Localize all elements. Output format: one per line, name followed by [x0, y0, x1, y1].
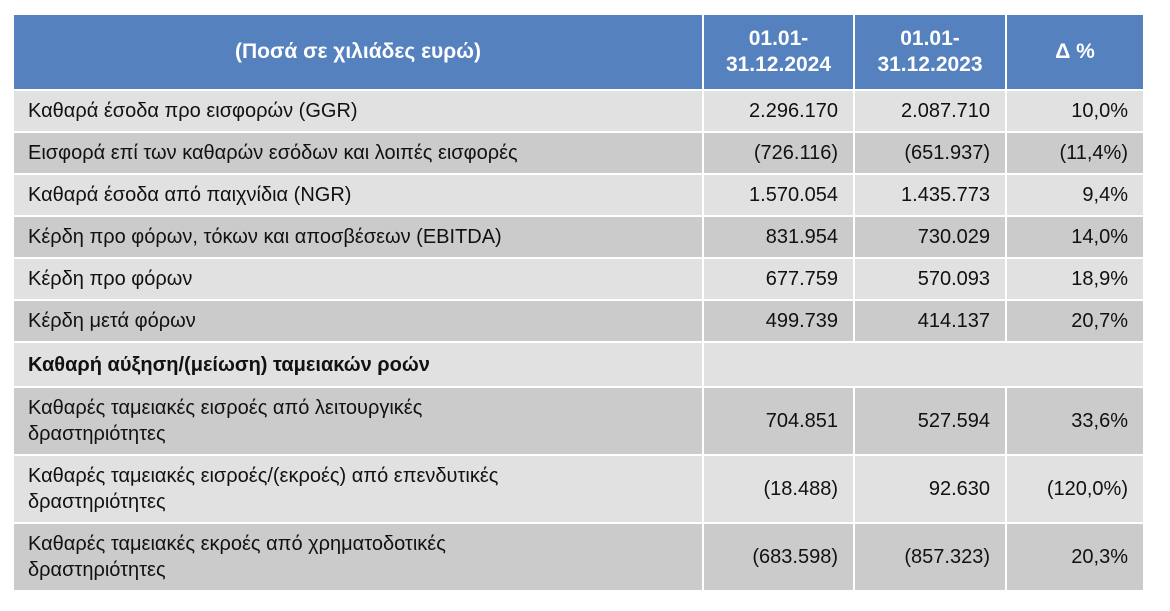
value-2023: (857.323)	[855, 524, 1005, 590]
row-label-line-2: δραστηριότητες	[28, 559, 166, 581]
value-2024: 1.570.054	[704, 175, 853, 215]
header-period-2024: 01.01- 31.12.2024	[704, 15, 853, 89]
table-row-profit-before-tax: Κέρδη προ φόρων 677.759 570.093 18,9%	[14, 259, 1143, 299]
value-2023: 730.029	[855, 217, 1005, 257]
value-2023: 2.087.710	[855, 91, 1005, 131]
value-delta: 20,3%	[1007, 524, 1143, 590]
table-row-financing-cash: Καθαρές ταμειακές εκροές από χρηματοδοτι…	[14, 524, 1143, 590]
value-delta: 9,4%	[1007, 175, 1143, 215]
value-delta: 20,7%	[1007, 301, 1143, 341]
table-row-profit-after-tax: Κέρδη μετά φόρων 499.739 414.137 20,7%	[14, 301, 1143, 341]
header-period-2023: 01.01- 31.12.2023	[855, 15, 1005, 89]
row-label-line-1: Καθαρές ταμειακές εισροές/(εκροές) από ε…	[28, 465, 499, 487]
value-2024: 499.739	[704, 301, 853, 341]
row-label: Καθαρές ταμειακές εκροές από χρηματοδοτι…	[14, 524, 702, 590]
value-2024: (683.598)	[704, 524, 853, 590]
value-delta: 18,9%	[1007, 259, 1143, 299]
financial-summary-table: (Ποσά σε χιλιάδες ευρώ) 01.01- 31.12.202…	[12, 13, 1145, 592]
row-label-line-1: Καθαρές ταμειακές εισροές από λειτουργικ…	[28, 397, 423, 419]
table-row-ngr: Καθαρά έσοδα από παιχνίδια (NGR) 1.570.0…	[14, 175, 1143, 215]
row-label-line-1: Καθαρές ταμειακές εκροές από χρηματοδοτι…	[28, 533, 446, 555]
row-label: Κέρδη μετά φόρων	[14, 301, 702, 341]
section-empty-cell	[704, 343, 1143, 386]
row-label: Εισφορά επί των καθαρών εσόδων και λοιπέ…	[14, 133, 702, 173]
value-2024: 677.759	[704, 259, 853, 299]
value-2024: (726.116)	[704, 133, 853, 173]
value-2023: 527.594	[855, 388, 1005, 454]
row-label: Καθαρά έσοδα προ εισφορών (GGR)	[14, 91, 702, 131]
header-delta-percent: Δ %	[1007, 15, 1143, 89]
value-2024: 831.954	[704, 217, 853, 257]
header-period-2024-end: 31.12.2024	[725, 53, 832, 76]
header-period-2023-end: 31.12.2023	[877, 53, 983, 76]
value-2024: 704.851	[704, 388, 853, 454]
value-2024: 2.296.170	[704, 91, 853, 131]
value-2023: 1.435.773	[855, 175, 1005, 215]
value-2023: 414.137	[855, 301, 1005, 341]
table-row-ggr: Καθαρά έσοδα προ εισφορών (GGR) 2.296.17…	[14, 91, 1143, 131]
table-row-ebitda: Κέρδη προ φόρων, τόκων και αποσβέσεων (E…	[14, 217, 1143, 257]
row-label: Καθαρές ταμειακές εισροές από λειτουργικ…	[14, 388, 702, 454]
row-label: Καθαρές ταμειακές εισροές/(εκροές) από ε…	[14, 456, 702, 522]
row-label: Κέρδη προ φόρων	[14, 259, 702, 299]
value-delta: 10,0%	[1007, 91, 1143, 131]
value-2023: 92.630	[855, 456, 1005, 522]
value-delta: (11,4%)	[1007, 133, 1143, 173]
value-delta: 33,6%	[1007, 388, 1143, 454]
table-header-row: (Ποσά σε χιλιάδες ευρώ) 01.01- 31.12.202…	[14, 15, 1143, 89]
header-period-2023-start: 01.01-	[900, 27, 960, 50]
value-2024: (18.488)	[704, 456, 853, 522]
header-period-2024-start: 01.01-	[748, 27, 809, 50]
value-delta: 14,0%	[1007, 217, 1143, 257]
row-label-line-2: δραστηριότητες	[28, 491, 166, 513]
value-delta: (120,0%)	[1007, 456, 1143, 522]
table-section-cash-flows: Καθαρή αύξηση/(μείωση) ταμειακών ροών	[14, 343, 1143, 386]
table-row-contribution: Εισφορά επί των καθαρών εσόδων και λοιπέ…	[14, 133, 1143, 173]
row-label: Καθαρά έσοδα από παιχνίδια (NGR)	[14, 175, 702, 215]
value-2023: 570.093	[855, 259, 1005, 299]
row-label: Κέρδη προ φόρων, τόκων και αποσβέσεων (E…	[14, 217, 702, 257]
table-row-operating-cash: Καθαρές ταμειακές εισροές από λειτουργικ…	[14, 388, 1143, 454]
header-amount-unit: (Ποσά σε χιλιάδες ευρώ)	[14, 15, 702, 89]
section-heading: Καθαρή αύξηση/(μείωση) ταμειακών ροών	[14, 343, 702, 386]
row-label-line-2: δραστηριότητες	[28, 423, 166, 445]
table-row-investing-cash: Καθαρές ταμειακές εισροές/(εκροές) από ε…	[14, 456, 1143, 522]
value-2023: (651.937)	[855, 133, 1005, 173]
